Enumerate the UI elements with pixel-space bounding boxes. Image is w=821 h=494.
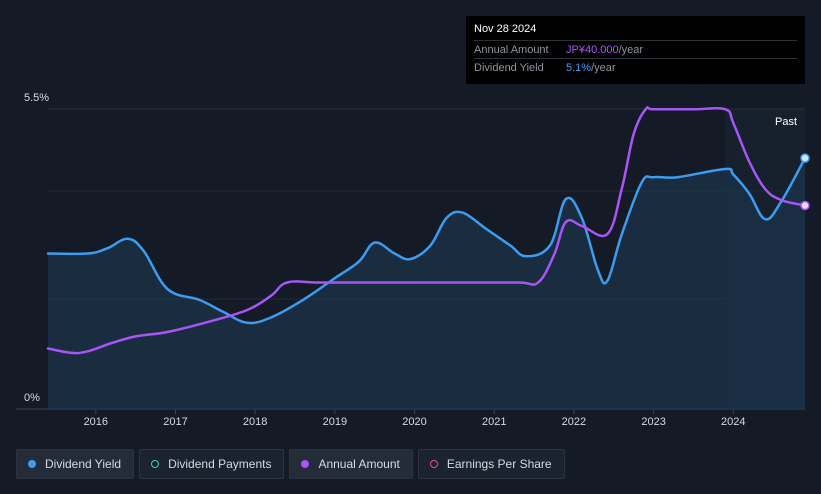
x-tick-label-2018: 2018: [243, 416, 267, 428]
tooltip-row-annual-amount: Annual Amount JP¥40.000/year: [474, 40, 797, 58]
legend-dividend-payments-label: Dividend Payments: [168, 457, 272, 471]
past-label: Past: [775, 116, 797, 128]
annual-amount-line: [46, 106, 807, 355]
dividend-payments-ring-icon: [151, 460, 160, 468]
tooltip-annual-amount-value: JP¥40.000: [566, 43, 619, 56]
y-tick-label-top: 5.5%: [24, 92, 49, 104]
x-tick-label-2017: 2017: [163, 416, 187, 428]
annual-amount-dot-icon: [301, 460, 310, 468]
legend-earnings-per-share-label: Earnings Per Share: [446, 457, 552, 471]
x-tick-label-2021: 2021: [482, 416, 506, 428]
x-tick-label-2024: 2024: [721, 416, 745, 428]
x-tick-label-2019: 2019: [323, 416, 347, 428]
legend: Dividend Yield Dividend Payments Annual …: [16, 449, 565, 481]
dividend-yield-end-marker: [800, 153, 810, 163]
tooltip-annual-amount-label: Annual Amount: [474, 43, 549, 56]
legend-annual-amount[interactable]: Annual Amount: [289, 449, 413, 479]
tooltip-dividend-yield-unit: /year: [591, 61, 616, 74]
tooltip: Nov 28 2024 Annual Amount JP¥40.000/year…: [466, 16, 805, 84]
dividend-chart: 5.5% 0% Past 2016 2017 2018 2019 2020 2021 202…: [16, 92, 810, 428]
tooltip-dividend-yield-value: 5.1%: [566, 61, 592, 74]
dividend-yield-dot-icon: [28, 460, 36, 468]
annual-amount-end-marker: [800, 200, 810, 211]
dividend-yield-line: [46, 156, 807, 325]
legend-dividend-yield-label: Dividend Yield: [45, 457, 122, 471]
legend-earnings-per-share[interactable]: Earnings Per Share: [417, 449, 565, 479]
tooltip-dividend-yield-label: Dividend Yield: [474, 61, 544, 74]
x-tick-label-2023: 2023: [641, 416, 665, 428]
x-tick-label-2016: 2016: [84, 416, 108, 428]
tooltip-annual-amount-unit: /year: [618, 43, 644, 56]
x-axis-ticks: 2016 2017 2018 2019 2020 2021 2022 2023 2024: [84, 409, 746, 428]
x-tick-label-2020: 2020: [402, 416, 426, 428]
tooltip-row-dividend-yield: Dividend Yield 5.1%/year: [474, 58, 797, 76]
legend-dividend-yield[interactable]: Dividend Yield: [16, 449, 135, 479]
x-tick-label-2022: 2022: [562, 416, 586, 428]
y-tick-label-bottom: 0%: [24, 392, 40, 404]
legend-dividend-payments[interactable]: Dividend Payments: [139, 449, 285, 479]
earnings-per-share-ring-icon: [429, 460, 438, 468]
legend-annual-amount-label: Annual Amount: [318, 457, 400, 471]
tooltip-date: Nov 28 2024: [474, 23, 537, 35]
